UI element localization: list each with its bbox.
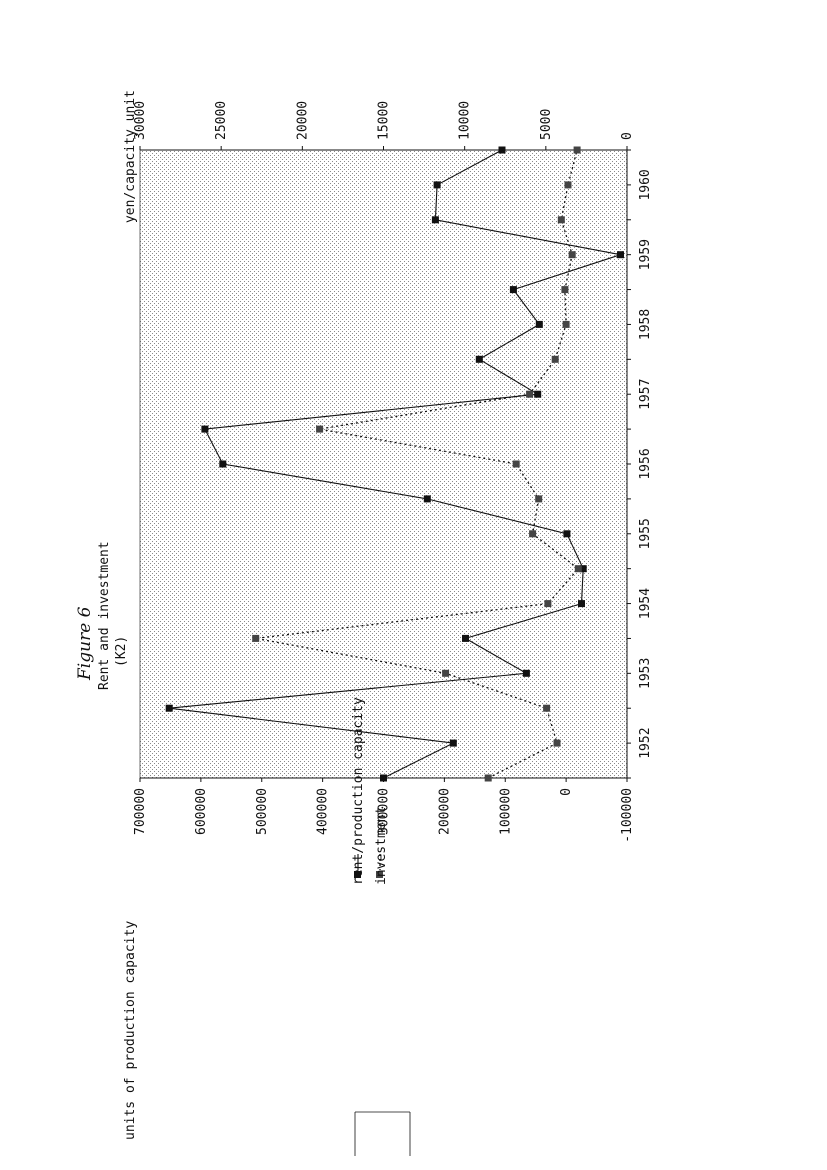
right-axis-label: yen/capacity unit — [123, 90, 138, 223]
left-tick-label: 700000 — [133, 788, 148, 835]
figure-note: (K2) — [114, 636, 129, 667]
investment-point — [535, 495, 543, 503]
investment-point — [543, 704, 551, 712]
investment-point — [544, 600, 552, 608]
rent-point — [165, 704, 173, 712]
left-tick-label: 200000 — [437, 788, 452, 835]
right-tick-label: 20000 — [295, 101, 310, 140]
right-tick-label: 10000 — [458, 101, 473, 140]
left-axis: -100000 0 100000 200000 300000 400000 500000 60… — [133, 777, 635, 843]
legend-investment-label: investment — [374, 807, 389, 885]
rent-point — [522, 669, 530, 677]
rent-point — [535, 320, 543, 328]
x-tick-label: 1952 — [638, 727, 653, 758]
left-tick-label: -100000 — [620, 788, 635, 843]
legend-investment-marker — [376, 871, 383, 878]
left-tick-label: 400000 — [316, 788, 331, 835]
rent-point — [219, 460, 227, 468]
investment-point — [551, 355, 559, 363]
rent-point — [498, 146, 506, 154]
x-tick-label: 1955 — [638, 518, 653, 549]
investment-point — [252, 634, 260, 642]
investment-point — [512, 460, 520, 468]
right-tick-label: 15000 — [377, 101, 392, 140]
investment-point — [564, 181, 572, 189]
x-tick-label: 1959 — [638, 239, 653, 270]
investment-point — [526, 390, 534, 398]
right-tick-label: 30000 — [133, 101, 148, 140]
left-axis-label: units of production capacity — [123, 921, 138, 1140]
plot-area — [139, 149, 628, 779]
right-tick-label: 25000 — [214, 101, 229, 140]
left-tick-label: 600000 — [194, 788, 209, 835]
legend-rent-label: rent/production capacity — [351, 697, 366, 885]
investment-point — [562, 320, 570, 328]
x-tick-label: 1960 — [638, 169, 653, 200]
rent-point — [563, 530, 571, 538]
rent-point — [509, 286, 517, 294]
rent-point — [449, 739, 457, 747]
investment-series — [252, 146, 582, 782]
rent-point — [431, 216, 439, 224]
x-axis: 1952 1953 1954 1955 1956 1957 1958 1959 1960 — [626, 149, 653, 779]
figure-subtitle: Rent and investment — [97, 541, 112, 690]
rent-point — [475, 355, 483, 363]
rent-point — [201, 425, 209, 433]
left-tick-label: 0 — [559, 788, 574, 796]
series-layer — [165, 146, 624, 782]
figure-title: Figure 6 — [75, 606, 95, 681]
left-tick-label: 100000 — [498, 788, 513, 835]
rent-point — [578, 600, 585, 608]
investment-point — [316, 425, 324, 433]
investment-point — [573, 146, 581, 154]
x-tick-label: 1958 — [638, 309, 653, 340]
legend: rent/production capacity investment — [351, 697, 411, 1156]
investment-point — [561, 286, 569, 294]
rent-series — [165, 146, 624, 782]
investment-point — [557, 216, 565, 224]
investment-point — [568, 251, 576, 259]
right-axis: 0 5000 10000 15000 20000 25000 30000 — [133, 101, 635, 151]
x-tick-label: 1953 — [638, 658, 653, 689]
rent-point — [433, 181, 441, 189]
investment-point — [442, 669, 450, 677]
rent-point — [534, 390, 542, 398]
investment-point — [553, 739, 561, 747]
right-tick-label: 5000 — [539, 109, 554, 140]
investment-point — [574, 565, 582, 573]
x-tick-label: 1956 — [638, 448, 653, 479]
rent-point — [617, 251, 624, 259]
rent-point — [380, 774, 387, 782]
x-tick-label: 1957 — [638, 379, 653, 410]
x-tick-label: 1954 — [638, 588, 653, 619]
right-tick-label: 0 — [620, 132, 635, 140]
left-tick-label: 500000 — [255, 788, 270, 835]
investment-point — [484, 774, 492, 782]
rent-point — [462, 634, 469, 642]
investment-point — [529, 530, 537, 538]
left-tick-label: 300000 — [377, 788, 392, 835]
rent-point — [423, 495, 431, 503]
legend-rent-marker — [354, 871, 361, 878]
